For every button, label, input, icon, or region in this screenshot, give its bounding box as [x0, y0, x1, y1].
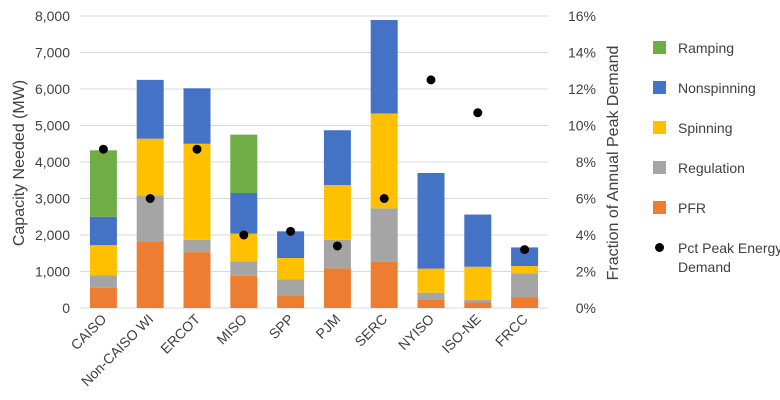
y2-axis-title: Fraction of Annual Peak Demand — [605, 46, 622, 281]
bar-nonspinning-frcc — [511, 247, 539, 267]
bar-spinning-spp — [277, 257, 305, 280]
y-tick-label: 4,000 — [35, 154, 70, 170]
bar-nonspinning-non-caiso-wi — [136, 79, 164, 139]
bar-pfr-non-caiso-wi — [136, 241, 164, 308]
x-tick-label: PJM — [312, 311, 343, 342]
y2-tick-label: 10% — [568, 118, 596, 134]
y-tick-label: 7,000 — [35, 45, 70, 61]
point-pct-peak-ercot — [192, 144, 202, 154]
bar-ramping-caiso — [89, 150, 117, 217]
bar-regulation-ercot — [183, 239, 211, 253]
bar-pfr-iso-ne — [464, 302, 492, 308]
legend-swatch-spinning — [653, 121, 666, 134]
bar-nonspinning-nyiso — [417, 172, 445, 269]
x-tick-label: CAISO — [67, 311, 109, 353]
point-pct-peak-serc — [379, 194, 389, 203]
y2-axis-ticks: 0% 2% 4% 6% 8% 10% 12% 14% 16% — [568, 8, 596, 316]
y-tick-label: 2,000 — [35, 227, 70, 243]
y-axis-ticks: 0 1,000 2,000 3,000 4,000 5,000 6,000 7,000 8,00… — [35, 8, 70, 316]
bar-regulation-iso-ne — [464, 299, 492, 303]
y2-tick-label: 4% — [576, 227, 596, 243]
y2-tick-label: 2% — [576, 264, 596, 280]
point-pct-peak-spp — [286, 226, 296, 236]
bar-pfr-caiso — [89, 287, 117, 308]
bar-pfr-frcc — [511, 297, 539, 308]
bar-spinning-caiso — [89, 245, 117, 276]
bar-pfr-nyiso — [417, 299, 445, 308]
y-tick-label: 1,000 — [35, 264, 70, 280]
legend-label-nonspinning: Nonspinning — [678, 80, 756, 96]
x-tick-label: FRCC — [492, 311, 531, 350]
y-tick-label: 0 — [62, 300, 70, 316]
bar-pfr-serc — [370, 261, 398, 308]
y-tick-label: 3,000 — [35, 191, 70, 207]
bars — [89, 20, 539, 308]
point-pct-peak-non-caiso-wi — [145, 194, 155, 203]
bar-regulation-frcc — [511, 273, 539, 298]
bar-spinning-serc — [370, 113, 398, 209]
bar-spinning-pjm — [323, 184, 351, 240]
y2-tick-label: 8% — [576, 154, 596, 170]
legend-swatch-nonspinning — [653, 81, 666, 94]
y2-tick-label: 16% — [568, 8, 596, 24]
bar-spinning-iso-ne — [464, 266, 492, 300]
point-pct-peak-frcc — [520, 245, 530, 255]
x-tick-label: MISO — [213, 311, 250, 348]
y-tick-label: 8,000 — [35, 8, 70, 24]
point-pct-peak-nyiso — [426, 75, 436, 85]
bar-nonspinning-miso — [230, 193, 258, 234]
point-pct-peak-miso — [239, 230, 249, 240]
bar-spinning-non-caiso-wi — [136, 138, 164, 196]
y-tick-label: 6,000 — [35, 81, 70, 97]
x-tick-label: NYISO — [395, 311, 437, 353]
bar-spinning-frcc — [511, 266, 539, 274]
bar-nonspinning-iso-ne — [464, 214, 492, 267]
legend-swatch-pfr — [653, 201, 666, 214]
x-tick-label: SPP — [266, 311, 297, 342]
scatter-points — [98, 75, 530, 255]
bar-pfr-ercot — [183, 252, 211, 308]
bar-spinning-ercot — [183, 143, 211, 240]
x-tick-label: SERC — [351, 311, 390, 350]
bar-pfr-pjm — [323, 268, 351, 308]
legend-label-regulation: Regulation — [678, 160, 745, 176]
legend-label-pct-peak-energy-demand: Pct Peak Energy Demand — [678, 240, 780, 275]
x-tick-label: ERCOT — [157, 310, 203, 356]
y-axis-title: Capacity Needed (MW) — [11, 80, 28, 246]
bar-pfr-spp — [277, 295, 305, 308]
legend: Ramping Nonspinning Spinning Regulation PFR P… — [653, 40, 780, 275]
y-tick-label: 5,000 — [35, 118, 70, 134]
bar-nonspinning-caiso — [89, 216, 117, 246]
bar-nonspinning-ercot — [183, 88, 211, 144]
y2-tick-label: 12% — [568, 81, 596, 97]
legend-label-pfr: PFR — [678, 200, 706, 216]
y2-tick-label: 14% — [568, 45, 596, 61]
y2-tick-label: 0% — [576, 300, 596, 316]
bar-regulation-non-caiso-wi — [136, 195, 164, 242]
bar-regulation-miso — [230, 261, 258, 276]
bar-nonspinning-serc — [370, 20, 398, 114]
point-pct-peak-caiso — [98, 144, 108, 154]
bar-regulation-spp — [277, 279, 305, 296]
point-pct-peak-pjm — [332, 241, 342, 251]
point-pct-peak-iso-ne — [473, 108, 483, 118]
x-tick-label: ISO-NE — [439, 311, 484, 356]
bar-regulation-caiso — [89, 275, 117, 288]
bar-regulation-serc — [370, 208, 398, 262]
bar-pfr-miso — [230, 275, 258, 308]
legend-swatch-ramping — [653, 41, 666, 54]
legend-swatch-regulation — [653, 161, 666, 174]
bar-spinning-nyiso — [417, 268, 445, 293]
legend-label-ramping: Ramping — [678, 40, 734, 56]
bar-regulation-nyiso — [417, 292, 445, 300]
y2-tick-label: 6% — [576, 191, 596, 207]
legend-label-spinning: Spinning — [678, 120, 733, 136]
bar-nonspinning-pjm — [323, 130, 351, 185]
legend-marker-pct-peak — [655, 243, 664, 252]
bar-ramping-miso — [230, 134, 258, 194]
